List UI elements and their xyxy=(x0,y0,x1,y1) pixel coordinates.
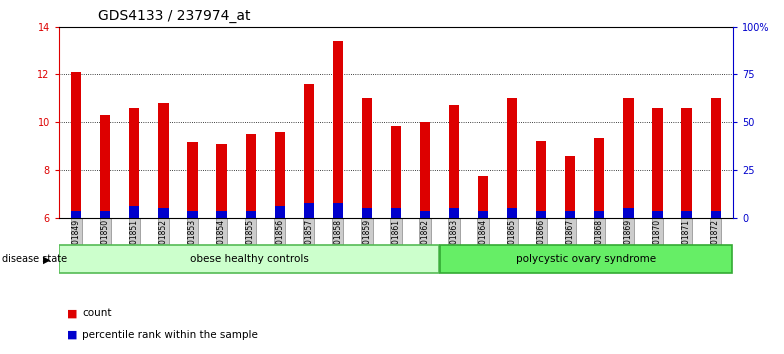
FancyBboxPatch shape xyxy=(441,245,732,273)
Bar xyxy=(507,98,517,218)
Text: polycystic ovary syndrome: polycystic ovary syndrome xyxy=(517,254,656,264)
Bar xyxy=(71,211,82,218)
Bar xyxy=(478,176,488,218)
Bar xyxy=(303,203,314,218)
Bar xyxy=(245,211,256,218)
Bar xyxy=(332,203,343,218)
Bar xyxy=(274,206,285,218)
Text: ▶: ▶ xyxy=(43,254,51,264)
Bar xyxy=(507,208,517,218)
Bar xyxy=(100,115,111,218)
Bar xyxy=(420,122,430,218)
Bar xyxy=(303,84,314,218)
Bar xyxy=(129,206,140,218)
Text: ■: ■ xyxy=(67,330,77,339)
Bar xyxy=(710,98,720,218)
Bar xyxy=(594,138,604,218)
Bar xyxy=(71,72,82,218)
Bar xyxy=(332,41,343,218)
Bar xyxy=(216,144,227,218)
Bar xyxy=(420,211,430,218)
Bar xyxy=(391,126,401,218)
Bar xyxy=(361,208,372,218)
Bar xyxy=(158,208,169,218)
Bar xyxy=(565,211,575,218)
Bar xyxy=(565,156,575,218)
Bar xyxy=(681,211,691,218)
Text: disease state: disease state xyxy=(2,254,67,264)
Bar xyxy=(187,211,198,218)
FancyBboxPatch shape xyxy=(60,245,439,273)
Bar xyxy=(594,211,604,218)
Bar xyxy=(391,208,401,218)
Bar xyxy=(274,132,285,218)
Bar xyxy=(100,211,111,218)
Bar xyxy=(129,108,140,218)
Bar xyxy=(623,208,633,218)
Text: count: count xyxy=(82,308,112,318)
Bar xyxy=(187,142,198,218)
Text: percentile rank within the sample: percentile rank within the sample xyxy=(82,330,258,339)
Text: GDS4133 / 237974_at: GDS4133 / 237974_at xyxy=(98,9,251,23)
Text: obese healthy controls: obese healthy controls xyxy=(190,254,309,264)
Bar xyxy=(361,98,372,218)
Bar xyxy=(536,211,546,218)
Bar xyxy=(652,108,662,218)
Bar xyxy=(449,208,459,218)
Bar xyxy=(623,98,633,218)
Bar xyxy=(536,141,546,218)
Bar xyxy=(216,211,227,218)
Bar xyxy=(158,103,169,218)
Bar xyxy=(681,108,691,218)
Bar xyxy=(449,105,459,218)
Bar xyxy=(478,211,488,218)
Bar xyxy=(652,211,662,218)
Bar xyxy=(245,134,256,218)
Text: ■: ■ xyxy=(67,308,77,318)
Bar xyxy=(710,211,720,218)
